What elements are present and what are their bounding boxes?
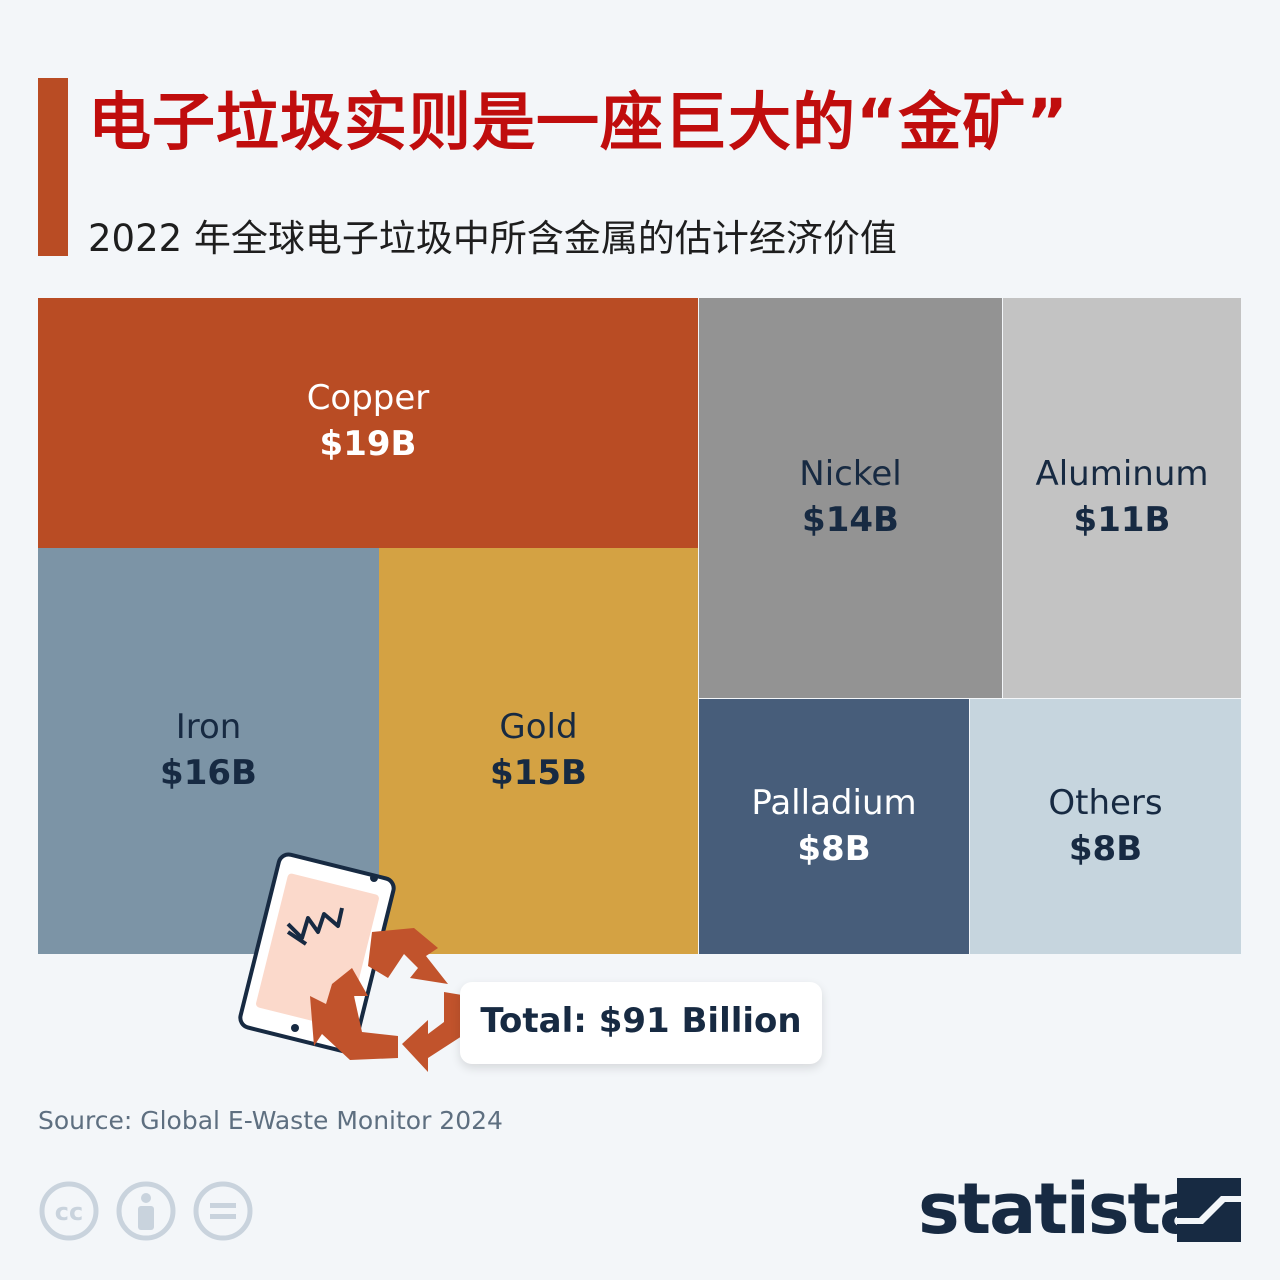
tile-label-palladium: Palladium — [751, 783, 917, 823]
license-icons: cc — [39, 1181, 253, 1241]
tile-label-iron: Iron — [175, 707, 242, 747]
attribution-icon — [116, 1181, 176, 1241]
tile-label-copper: Copper — [306, 378, 430, 418]
total-callout: Total: $91 Billion — [460, 982, 822, 1064]
tile-gold: Gold $15B — [379, 548, 698, 954]
tile-nickel: Nickel $14B — [699, 298, 1002, 698]
tile-aluminum: Aluminum $11B — [1003, 298, 1241, 698]
recycle-icon — [310, 928, 468, 1072]
page-title: 电子垃圾实则是一座巨大的“金矿” — [88, 86, 1069, 159]
page-subtitle: 2022 年全球电子垃圾中所含金属的估计经济价值 — [88, 217, 897, 260]
tile-copper: Copper $19B — [38, 298, 698, 548]
statista-logo-icon — [1177, 1178, 1241, 1242]
tile-iron: Iron $16B — [38, 548, 379, 954]
treemap: Copper $19B Iron $16B Gold $15B Nickel $… — [38, 298, 1241, 954]
tile-value-nickel: $14B — [802, 500, 899, 540]
tile-others: Others $8B — [970, 699, 1241, 954]
tile-value-palladium: $8B — [797, 829, 871, 869]
no-derivatives-icon — [193, 1181, 253, 1241]
total-label: Total: $91 Billion — [480, 1001, 802, 1041]
tile-value-iron: $16B — [160, 753, 257, 793]
tile-label-gold: Gold — [499, 707, 578, 747]
tile-value-copper: $19B — [319, 424, 417, 464]
accent-bar — [38, 78, 68, 256]
tile-label-others: Others — [1048, 783, 1163, 823]
source-note: Source: Global E-Waste Monitor 2024 — [38, 1106, 503, 1135]
statista-logo[interactable]: statista — [918, 1168, 1206, 1250]
tile-label-aluminum: Aluminum — [1035, 454, 1209, 494]
tile-value-aluminum: $11B — [1073, 500, 1171, 540]
tile-palladium: Palladium $8B — [699, 699, 969, 954]
tile-label-nickel: Nickel — [799, 454, 902, 494]
recycle-tablet-illustration — [238, 852, 468, 1072]
tile-value-gold: $15B — [490, 753, 587, 793]
cc-icon: cc — [39, 1181, 99, 1241]
svg-text:cc: cc — [55, 1198, 83, 1226]
tile-value-others: $8B — [1068, 829, 1143, 869]
